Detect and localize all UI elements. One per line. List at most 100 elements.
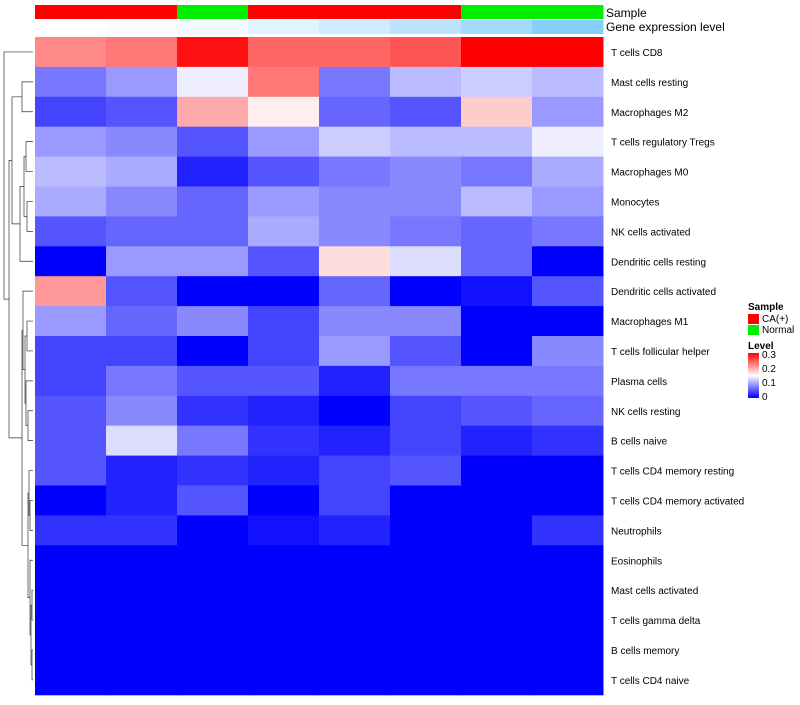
dendrogram-branch bbox=[28, 470, 33, 516]
heatmap-cell bbox=[248, 365, 320, 397]
heatmap-cell bbox=[248, 605, 320, 636]
heatmap-cell bbox=[106, 186, 178, 217]
heatmap-cell bbox=[177, 664, 249, 696]
heatmap-cell bbox=[532, 216, 604, 247]
heatmap-cell bbox=[532, 395, 604, 427]
heatmap-cell bbox=[35, 365, 107, 397]
heatmap-cell bbox=[532, 455, 604, 486]
heatmap-cell bbox=[177, 276, 249, 307]
heatmap-cell bbox=[106, 635, 178, 666]
legend-swatch-ca bbox=[748, 314, 759, 324]
heatmap-cell bbox=[35, 515, 107, 546]
dendrogram-branch bbox=[26, 201, 33, 232]
heatmap-cell bbox=[248, 635, 320, 666]
heatmap-cell bbox=[248, 306, 320, 337]
heatmap-cell bbox=[106, 515, 178, 546]
heatmap-cell bbox=[390, 96, 462, 128]
gene-expression-annotation-cell bbox=[532, 20, 604, 34]
legend-level-tick-2: 0.2 bbox=[762, 364, 776, 375]
heatmap-cell bbox=[35, 186, 107, 217]
heatmap-cell bbox=[461, 575, 533, 606]
legend-level-tick-max: 0.3 bbox=[762, 350, 776, 361]
heatmap-cell bbox=[177, 605, 249, 636]
row-label: T cells regulatory Tregs bbox=[611, 138, 715, 149]
legend-title-sample: Sample bbox=[748, 302, 784, 313]
heatmap-cell bbox=[390, 276, 462, 307]
dendrogram-branch bbox=[23, 156, 27, 217]
row-label: Monocytes bbox=[611, 197, 659, 208]
sample-annotation-cell bbox=[35, 5, 107, 19]
heatmap-cell bbox=[106, 246, 178, 277]
heatmap-cell bbox=[106, 276, 178, 307]
row-label: Plasma cells bbox=[611, 377, 667, 388]
heatmap-cell bbox=[248, 664, 320, 696]
sample-annotation-cell bbox=[106, 5, 178, 19]
row-label: Macrophages M2 bbox=[611, 108, 689, 119]
heatmap-cell bbox=[461, 455, 533, 486]
heatmap-cell bbox=[248, 485, 320, 516]
heatmap-cell bbox=[390, 37, 462, 68]
sample-annotation-cell bbox=[248, 5, 320, 19]
heatmap-cell bbox=[35, 605, 107, 636]
heatmap-cell bbox=[177, 37, 249, 68]
row-label: T cells CD8 bbox=[611, 48, 663, 59]
gene-expression-annotation-cell bbox=[35, 20, 107, 34]
heatmap-cell bbox=[248, 156, 320, 187]
annotation-label-gene-expression: Gene expression level bbox=[606, 20, 725, 34]
heatmap-cell bbox=[319, 246, 391, 277]
heatmap-cell bbox=[461, 485, 533, 516]
heatmap-cell bbox=[390, 664, 462, 696]
heatmap-cell bbox=[390, 246, 462, 277]
heatmap-cell bbox=[35, 216, 107, 247]
dendrogram-branch bbox=[25, 380, 33, 427]
heatmap-cell bbox=[35, 156, 107, 187]
heatmap-cell bbox=[390, 545, 462, 576]
row-label: Mast cells activated bbox=[611, 586, 698, 597]
heatmap-cell bbox=[319, 306, 391, 337]
heatmap-cell bbox=[35, 96, 107, 128]
heatmap-cell bbox=[390, 186, 462, 217]
heatmap-cell bbox=[106, 485, 178, 516]
row-dendrogram bbox=[3, 51, 33, 681]
heatmap-cell bbox=[461, 186, 533, 217]
heatmap-cell bbox=[248, 545, 320, 576]
heatmap-cell bbox=[177, 126, 249, 158]
dendrogram-branch bbox=[11, 96, 22, 225]
heatmap-cell bbox=[461, 605, 533, 636]
heatmap-cell bbox=[177, 336, 249, 367]
heatmap-cell bbox=[532, 336, 604, 367]
heatmap-cell bbox=[461, 635, 533, 666]
sample-annotation-cell bbox=[177, 5, 249, 19]
dendrogram-branch bbox=[25, 141, 33, 172]
heatmap-cell bbox=[106, 575, 178, 606]
heatmap-cell bbox=[248, 66, 320, 98]
heatmap-cell bbox=[106, 605, 178, 636]
heatmap-cell bbox=[390, 515, 462, 546]
heatmap-cell bbox=[461, 365, 533, 397]
heatmap-cell bbox=[177, 545, 249, 576]
heatmap-cell bbox=[177, 96, 249, 128]
heatmap-cell bbox=[106, 365, 178, 397]
heatmap-cell bbox=[532, 545, 604, 576]
heatmap-cell bbox=[248, 336, 320, 367]
heatmap-cell bbox=[106, 455, 178, 486]
heatmap-cell bbox=[461, 306, 533, 337]
heatmap-cell bbox=[248, 246, 320, 277]
heatmap-cell bbox=[390, 635, 462, 666]
dendrogram-branch bbox=[31, 589, 33, 621]
heatmap-cell bbox=[532, 575, 604, 606]
row-label: NK cells activated bbox=[611, 227, 690, 238]
heatmap-cell bbox=[35, 485, 107, 516]
legend-label-ca: CA(+) bbox=[762, 314, 788, 325]
heatmap-cell bbox=[106, 306, 178, 337]
heatmap-cell bbox=[319, 216, 391, 247]
heatmap-cell bbox=[461, 216, 533, 247]
legend-title-level: Level bbox=[748, 341, 774, 352]
heatmap-cell bbox=[177, 156, 249, 187]
heatmap-cell bbox=[532, 276, 604, 307]
row-label: T cells follicular helper bbox=[611, 347, 710, 358]
heatmap-cell bbox=[532, 635, 604, 666]
heatmap-cell bbox=[177, 485, 249, 516]
legend-level-tick-1: 0.1 bbox=[762, 378, 776, 389]
